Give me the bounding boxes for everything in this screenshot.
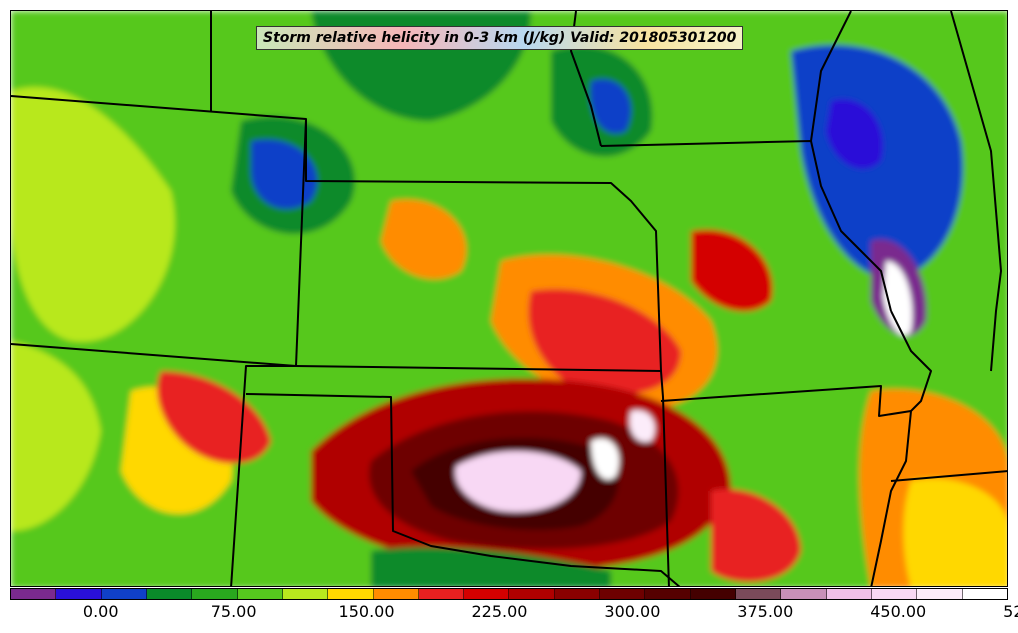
- colorbar-segment: [11, 589, 57, 599]
- state-boundaries: [11, 11, 1007, 586]
- colorbar-segment: [509, 589, 555, 599]
- colorbar-segment: [600, 589, 646, 599]
- colorbar-tick-label: 450.00: [870, 602, 927, 621]
- colorbar-segment: [917, 589, 963, 599]
- colorbar-segment: [328, 589, 374, 599]
- colorbar-segment: [781, 589, 827, 599]
- colorbar-segment: [146, 589, 193, 599]
- colorbar-segment: [373, 589, 419, 599]
- colorbar-segment: [192, 589, 238, 599]
- colorbar: [10, 588, 1008, 600]
- helicity-map: Storm relative helicity in 0-3 km (J/kg)…: [10, 10, 1008, 587]
- colorbar-tick-label: 300.00: [604, 602, 661, 621]
- colorbar-tick-label: 225.00: [471, 602, 528, 621]
- colorbar-segment: [736, 589, 782, 599]
- colorbar-segment: [418, 589, 465, 599]
- colorbar-segment: [237, 589, 283, 599]
- colorbar-segment: [962, 589, 1007, 599]
- colorbar-segment: [101, 589, 147, 599]
- colorbar-tick-label: 0.00: [82, 602, 119, 621]
- colorbar-segment: [871, 589, 918, 599]
- colorbar-segment: [645, 589, 691, 599]
- colorbar-ticks: 0.00 75.00 150.00 225.00 300.00 375.00 450.00 5…: [0, 602, 1018, 626]
- colorbar-segment: [554, 589, 601, 599]
- colorbar-segment: [464, 589, 510, 599]
- colorbar-tick-label: 150.00: [338, 602, 395, 621]
- map-title: Storm relative helicity in 0-3 km (J/kg)…: [256, 26, 744, 50]
- colorbar-tick-label: 525.00: [1003, 602, 1018, 621]
- colorbar-segment: [690, 589, 736, 599]
- colorbar-segment: [56, 589, 102, 599]
- colorbar-tick-label: 75.00: [210, 602, 257, 621]
- colorbar-tick-label: 375.00: [737, 602, 794, 621]
- helicity-field: [11, 11, 1007, 586]
- colorbar-segment: [282, 589, 329, 599]
- colorbar-segment: [826, 589, 872, 599]
